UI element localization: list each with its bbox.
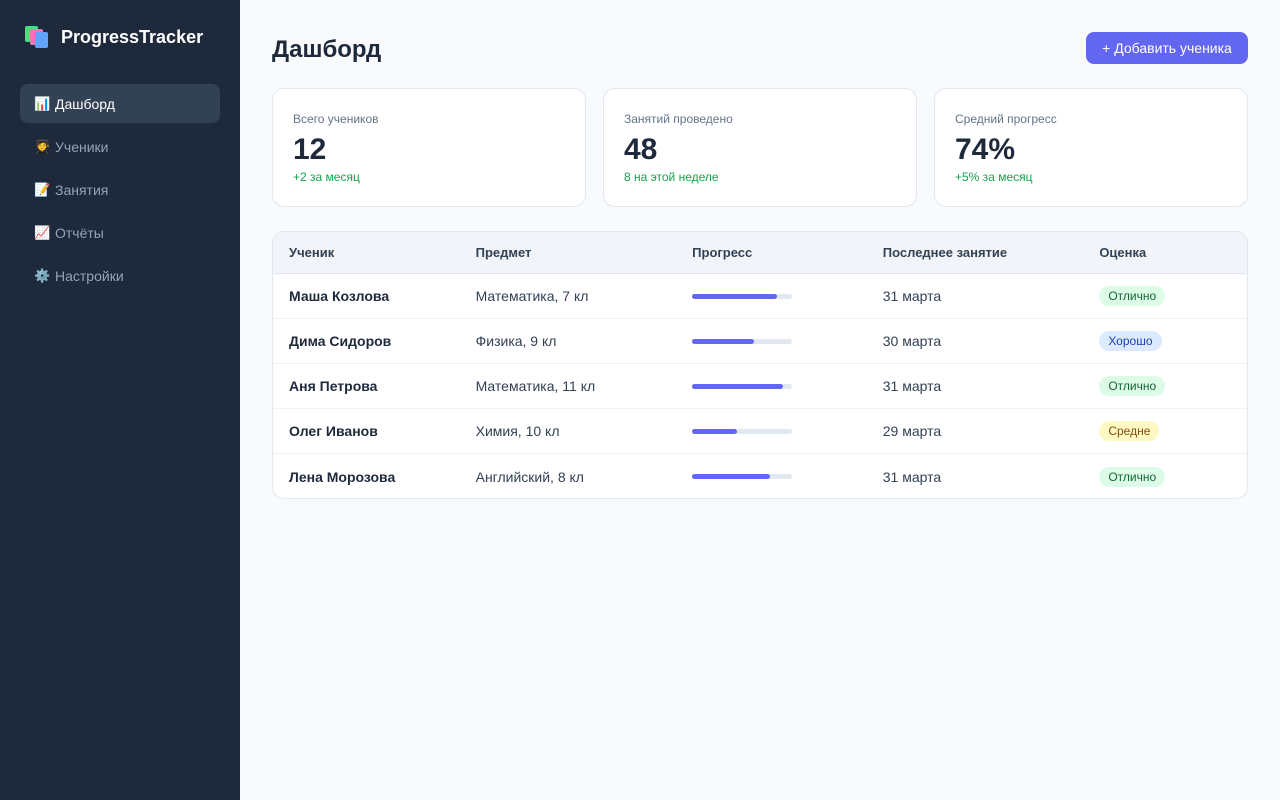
- column-header-last-lesson[interactable]: Последнее занятие: [882, 245, 1008, 260]
- table-body: Маша Козлова Математика, 7 кл 31 марта Отли…: [273, 274, 1247, 498]
- progress-cell: [692, 428, 883, 434]
- table-header: Ученик Предмет Прогресс Последнее заняти…: [273, 232, 1247, 274]
- column-header-grade[interactable]: Оценка: [1099, 245, 1147, 260]
- progress-bar: [692, 428, 793, 434]
- table-row[interactable]: Лена Морозова Английский, 8 кл 31 марта Отл…: [273, 454, 1247, 498]
- sidebar-nav: 📊 Дашборд 🧑‍🎓 Ученики 📝 Занятия 📈 Отчёты ⚙️ Настр…: [20, 84, 220, 299]
- sidebar-item-settings[interactable]: ⚙️ Настройки: [20, 256, 220, 295]
- grade-cell: Отлично: [1099, 466, 1247, 487]
- stat-value: 74%: [955, 133, 1016, 166]
- grade-badge: Хорошо: [1099, 331, 1162, 351]
- sidebar-item-label: Отчёты: [55, 224, 104, 241]
- stat-card-total-students: Всего учеников 12 +2 за месяц: [272, 88, 586, 207]
- student-name[interactable]: Лена Морозова: [289, 468, 396, 485]
- sidebar-item-lessons[interactable]: 📝 Занятия: [20, 170, 220, 209]
- student-name[interactable]: Олег Иванов: [289, 423, 378, 439]
- progress-bar-fill: [692, 383, 784, 389]
- grade-badge: Отлично: [1099, 466, 1166, 487]
- stat-card-lessons-held: Занятий проведено 48 8 на этой неделе: [603, 88, 917, 207]
- student-icon: 🧑‍🎓: [34, 138, 51, 154]
- subject: Математика, 11 кл: [475, 378, 596, 394]
- sidebar-item-label: Дашборд: [55, 95, 115, 112]
- progress-bar: [692, 383, 793, 389]
- progress-bar-fill: [692, 293, 778, 299]
- grade-badge: Отлично: [1099, 376, 1166, 396]
- main-content: Дашборд + Добавить ученика Всего ученико…: [240, 0, 1280, 800]
- last-lesson-date: 31 марта: [882, 378, 942, 394]
- progress-bar-fill: [692, 474, 771, 479]
- subject: Английский, 8 кл: [475, 468, 584, 485]
- column-header-student[interactable]: Ученик: [289, 245, 335, 260]
- column-header-progress[interactable]: Прогресс: [692, 245, 753, 260]
- books-icon: [25, 26, 49, 48]
- grade-cell: Отлично: [1099, 286, 1247, 306]
- app-name: ProgressTracker: [61, 26, 204, 47]
- stat-value: 12: [293, 133, 327, 166]
- last-lesson-date: 30 марта: [882, 333, 942, 349]
- add-student-button[interactable]: + Добавить ученика: [1086, 32, 1248, 64]
- progress-cell: [692, 383, 883, 389]
- progress-cell: [692, 293, 883, 299]
- sidebar-item-label: Настройки: [55, 267, 124, 284]
- sidebar-item-label: Занятия: [55, 181, 109, 198]
- stat-label: Средний прогресс: [955, 112, 1057, 126]
- grade-badge: Отлично: [1099, 286, 1166, 306]
- stat-delta: +2 за месяц: [293, 170, 360, 184]
- progress-cell: [692, 338, 883, 344]
- subject: Математика, 7 кл: [475, 288, 589, 304]
- stat-card-average-progress: Средний прогресс 74% +5% за месяц: [934, 88, 1248, 207]
- progress-cell: [692, 474, 883, 479]
- progress-bar-fill: [692, 428, 738, 434]
- table-row[interactable]: Дима Сидоров Физика, 9 кл 30 марта Хорошо: [273, 319, 1247, 364]
- last-lesson-date: 31 марта: [882, 288, 942, 304]
- stat-value: 48: [624, 133, 658, 166]
- student-name[interactable]: Маша Козлова: [289, 288, 390, 304]
- sidebar-item-label: Ученики: [55, 138, 109, 155]
- page-title: Дашборд: [272, 36, 382, 63]
- stat-label: Всего учеников: [293, 112, 379, 126]
- last-lesson-date: 29 марта: [882, 423, 942, 439]
- sidebar-item-students[interactable]: 🧑‍🎓 Ученики: [20, 127, 220, 166]
- stat-delta: 8 на этой неделе: [624, 170, 719, 184]
- table-row[interactable]: Аня Петрова Математика, 11 кл 31 марта Отли…: [273, 364, 1247, 409]
- grade-cell: Хорошо: [1099, 331, 1247, 351]
- column-header-subject[interactable]: Предмет: [475, 245, 532, 260]
- progress-bar: [692, 474, 793, 479]
- sidebar-item-dashboard[interactable]: 📊 Дашборд: [20, 84, 220, 123]
- last-lesson-date: 31 марта: [882, 468, 942, 485]
- sidebar: ProgressTracker 📊 Дашборд 🧑‍🎓 Ученики 📝 Занят…: [0, 0, 240, 800]
- stat-label: Занятий проведено: [624, 112, 733, 126]
- grade-cell: Средне: [1099, 421, 1247, 441]
- line-chart-icon: 📈: [34, 224, 51, 240]
- table-row[interactable]: Маша Козлова Математика, 7 кл 31 марта Отли…: [273, 274, 1247, 319]
- grade-cell: Отлично: [1099, 376, 1247, 396]
- gear-icon: ⚙️: [34, 267, 51, 283]
- progress-bar-fill: [692, 338, 755, 344]
- brand[interactable]: ProgressTracker: [25, 26, 203, 48]
- students-table: Ученик Предмет Прогресс Последнее заняти…: [272, 231, 1248, 499]
- stats-row: Всего учеников 12 +2 за месяц Занятий пр…: [272, 88, 1248, 207]
- document-icon: 📝: [34, 181, 51, 197]
- grade-badge: Средне: [1099, 421, 1160, 441]
- student-name[interactable]: Аня Петрова: [289, 378, 378, 394]
- sidebar-item-reports[interactable]: 📈 Отчёты: [20, 213, 220, 252]
- bar-chart-icon: 📊: [34, 95, 51, 111]
- progress-bar: [692, 293, 793, 299]
- subject: Физика, 9 кл: [475, 333, 557, 349]
- stat-delta: +5% за месяц: [955, 170, 1033, 184]
- progress-bar: [692, 338, 793, 344]
- student-name[interactable]: Дима Сидоров: [289, 333, 392, 349]
- subject: Химия, 10 кл: [475, 423, 560, 439]
- table-row[interactable]: Олег Иванов Химия, 10 кл 29 марта Средне: [273, 409, 1247, 454]
